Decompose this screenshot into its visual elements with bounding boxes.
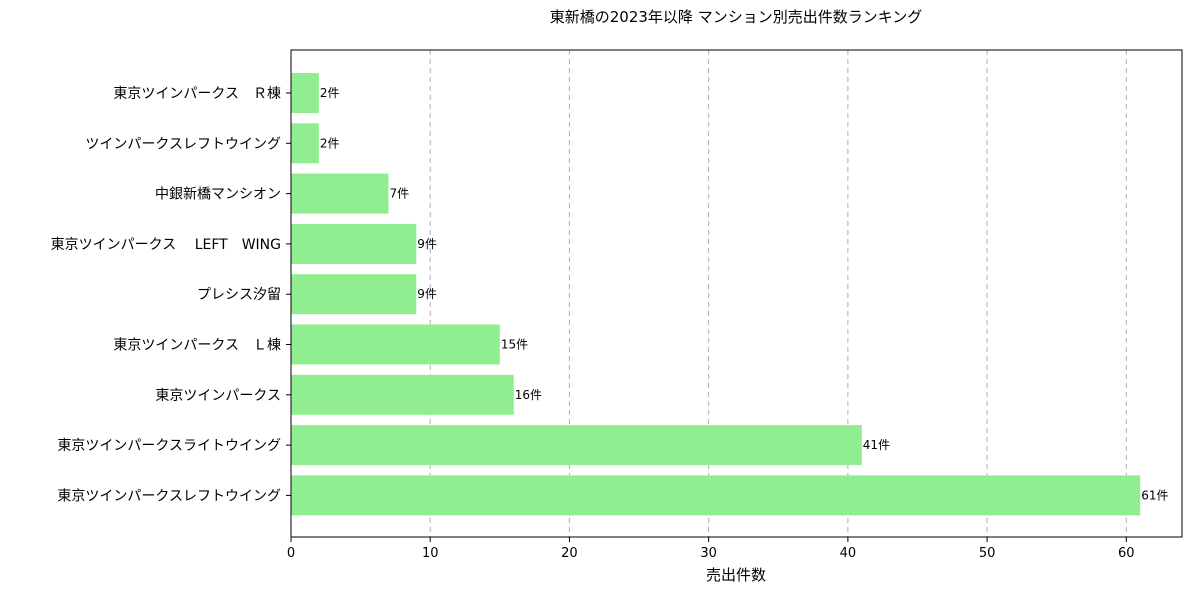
x-tick-label: 20: [561, 546, 578, 561]
data-label: 16件: [515, 388, 542, 402]
bar: [291, 274, 417, 315]
x-tick-label: 60: [1118, 546, 1135, 561]
chart-title: 東新橋の2023年以降 マンション別売出件数ランキング: [550, 8, 923, 26]
bar: [291, 223, 417, 264]
y-tick-label: 中銀新橋マンシオン: [155, 187, 281, 203]
bar: [291, 374, 514, 415]
bar: [291, 73, 319, 113]
y-tick-label: 東京ツインパークス: [155, 388, 281, 404]
bars: [291, 73, 1141, 516]
data-label: 41件: [863, 438, 890, 452]
y-tick-label: 東京ツインパークス Ｒ棟: [113, 86, 281, 102]
data-label: 61件: [1141, 488, 1168, 502]
y-tick-label: ツインパークスレフトウイング: [85, 136, 281, 152]
y-tick-label: 東京ツインパークスレフトウイング: [57, 488, 281, 504]
x-tick-label: 0: [287, 546, 295, 561]
y-tick-label: 東京ツインパークス Ｌ棟: [113, 338, 281, 354]
plot-frame: [290, 49, 1183, 538]
x-axis-label: 売出件数: [706, 566, 766, 584]
bar: [291, 123, 319, 164]
x-tick-label: 10: [422, 546, 439, 561]
data-label: 7件: [389, 187, 409, 201]
data-label: 15件: [501, 338, 528, 352]
bar: [291, 173, 389, 214]
data-label: 2件: [320, 136, 340, 150]
data-label: 9件: [417, 287, 437, 301]
y-tick-label: 東京ツインパークスライトウイング: [57, 438, 281, 454]
y-axis: 東京ツインパークス Ｒ棟ツインパークスレフトウイング中銀新橋マンシオン東京ツイン…: [51, 86, 291, 504]
y-tick-label: 東京ツインパークス LEFT WING: [51, 237, 281, 253]
x-tick-label: 40: [840, 546, 857, 561]
x-axis: 0 10 20 30 40 50 60: [287, 537, 1135, 561]
y-tick-label: プレシス汐留: [197, 287, 281, 303]
bar: [291, 324, 500, 365]
bar: [291, 425, 862, 466]
x-tick-label: 50: [979, 546, 996, 561]
bar: [291, 475, 1141, 516]
data-label: 2件: [320, 86, 340, 100]
data-label: 9件: [417, 237, 437, 251]
data-labels: 2件 2件 7件 9件 9件 15件 16件 41件 61件: [320, 86, 1169, 502]
x-tick-label: 30: [700, 546, 717, 561]
